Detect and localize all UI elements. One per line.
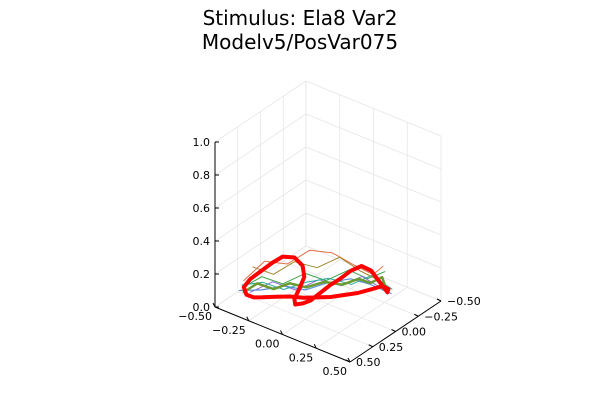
grid-layer (214, 80, 442, 363)
y-tick-label: 0.50 (356, 356, 381, 369)
x-tick (313, 344, 317, 349)
series-line-4 (238, 278, 392, 295)
z-tick-label: 0.6 (193, 202, 211, 215)
x-tick (246, 316, 250, 321)
x-tick-label: 0.00 (255, 338, 280, 351)
y-tick (414, 313, 419, 317)
chart-title-line-2: Modelv5/PosVar075 (201, 30, 399, 54)
series-layer (238, 249, 393, 307)
x-tick (212, 302, 216, 308)
y-tick-label: 0.00 (402, 326, 427, 339)
y-tick (391, 329, 396, 332)
x-tick (280, 330, 283, 335)
series-line-6 (241, 274, 393, 290)
y-tick-label: −0.25 (424, 310, 458, 323)
z-tick-label: 1.0 (193, 136, 211, 149)
tick-label-layer: −0.50−0.250.000.250.50−0.50−0.250.000.25… (178, 136, 480, 378)
series-line-1 (243, 249, 384, 281)
z-tick-label: 0.4 (193, 235, 211, 248)
x-tick-label: 0.50 (323, 365, 348, 378)
chart-title-line-1: Stimulus: Ela8 Var2 (202, 6, 398, 30)
y-tick-label: 0.25 (379, 341, 404, 354)
axis-layer (212, 141, 442, 363)
series-line-5 (252, 256, 382, 282)
x-tick-label: −0.25 (212, 324, 246, 337)
z-tick-label: 0.8 (193, 169, 211, 182)
y-tick (345, 359, 351, 363)
y-tick-label: −0.50 (447, 295, 481, 308)
series-line-0 (241, 254, 391, 307)
z-tick-label: 0.0 (193, 301, 211, 314)
series-line-7 (242, 275, 387, 294)
y-tick (436, 298, 442, 302)
x-tick-label: −0.50 (178, 310, 212, 323)
z-tick-label: 0.2 (193, 268, 211, 281)
floor-gridline-y (283, 260, 419, 317)
floor-gridline-y (237, 291, 373, 348)
x-tick-label: 0.25 (289, 351, 314, 364)
y-tick (368, 344, 373, 348)
series-line-2 (245, 269, 386, 287)
